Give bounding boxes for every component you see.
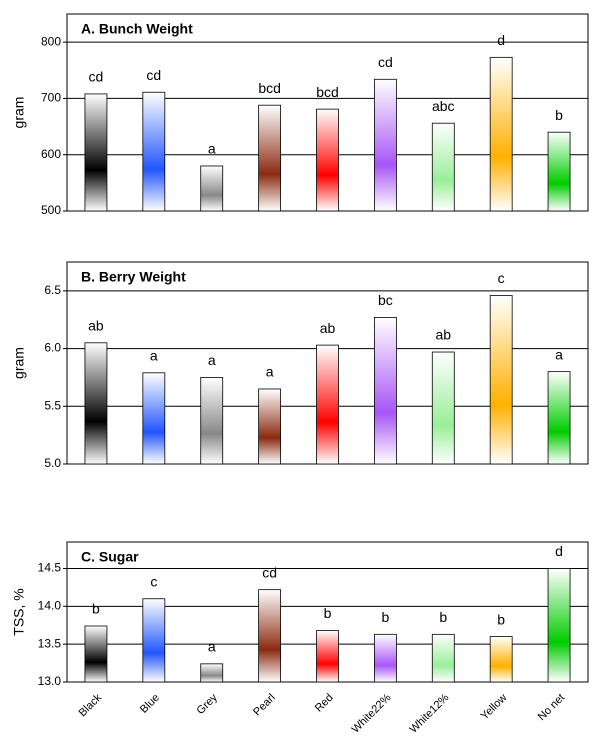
chart-title: A. Bunch Weight: [81, 21, 193, 37]
bar: [373, 317, 397, 465]
bar: [489, 56, 513, 212]
x-tick-label: Yellow: [479, 692, 510, 723]
annotation: cd: [262, 564, 277, 580]
annotation: a: [150, 348, 158, 364]
y-tick-label: 5.0: [44, 456, 61, 470]
annotation: bc: [378, 292, 393, 308]
bar: [547, 568, 571, 683]
y-tick-label: 700: [41, 91, 61, 105]
annotation: abc: [432, 98, 455, 114]
annotation: b: [497, 611, 505, 627]
annotation: cd: [146, 67, 161, 83]
annotation: a: [208, 141, 216, 157]
x-tick-label: Pearl: [251, 692, 278, 719]
y-axis-label: gram: [11, 97, 27, 129]
annotation: a: [555, 346, 563, 362]
annotation: b: [439, 609, 447, 625]
annotation: b: [555, 107, 563, 123]
annotation: ab: [88, 318, 104, 334]
annotation: ab: [435, 327, 451, 343]
chart-title: C. Sugar: [81, 549, 139, 565]
annotation: cd: [378, 54, 393, 70]
bar: [316, 344, 339, 465]
annotation: b: [324, 605, 332, 621]
bar: [373, 78, 397, 212]
y-tick-label: 13.0: [38, 674, 62, 688]
x-tick-label: No net: [536, 692, 567, 723]
x-tick-label: Grey: [195, 691, 221, 717]
annotation: d: [555, 543, 563, 559]
y-tick-label: 600: [41, 147, 61, 161]
bar: [84, 93, 108, 212]
annotation: bcd: [316, 84, 339, 100]
y-tick-label: 5.5: [44, 398, 61, 412]
bar: [431, 633, 455, 683]
bar: [431, 351, 455, 465]
bar: [200, 165, 224, 212]
chart-title: B. Berry Weight: [81, 269, 186, 285]
y-tick-label: 6.5: [44, 283, 61, 297]
bar: [200, 663, 224, 683]
bar: [200, 377, 224, 465]
bar: [142, 372, 166, 465]
bar: [142, 598, 166, 683]
x-tick-label: Blue: [138, 692, 162, 716]
bar: [547, 131, 571, 212]
annotation: d: [497, 32, 505, 48]
bar: [258, 388, 282, 465]
annotation: ab: [320, 320, 336, 336]
annotation: a: [208, 639, 216, 655]
bar: [84, 342, 108, 465]
bar: [316, 108, 339, 212]
annotation: c: [498, 270, 505, 286]
y-tick-label: 13.5: [38, 636, 62, 650]
bar: [547, 371, 571, 465]
bar: [316, 630, 339, 683]
annotation: cd: [89, 69, 104, 85]
bar: [258, 104, 282, 212]
bar: [373, 633, 397, 683]
annotation: b: [92, 601, 100, 617]
annotation: c: [150, 573, 157, 589]
bar: [258, 589, 282, 683]
y-tick-label: 14.5: [38, 561, 62, 575]
x-tick-label: Black: [77, 691, 105, 719]
bar: [489, 636, 513, 683]
y-axis-label: TSS, %: [11, 588, 27, 635]
x-tick-label: Red: [313, 692, 336, 715]
x-tick-label: White12%: [408, 692, 452, 736]
y-tick-label: 14.0: [38, 598, 62, 612]
annotation: b: [381, 609, 389, 625]
bar: [431, 122, 455, 212]
y-tick-label: 500: [41, 203, 61, 217]
annotation: a: [208, 352, 216, 368]
y-tick-label: 800: [41, 34, 61, 48]
annotation: bcd: [258, 80, 281, 96]
bar: [489, 295, 513, 465]
annotation: a: [266, 364, 274, 380]
y-axis-label: gram: [11, 347, 27, 379]
bar: [142, 91, 166, 212]
y-tick-label: 6.0: [44, 341, 61, 355]
bar: [84, 625, 108, 683]
x-tick-label: White22%: [350, 692, 394, 736]
